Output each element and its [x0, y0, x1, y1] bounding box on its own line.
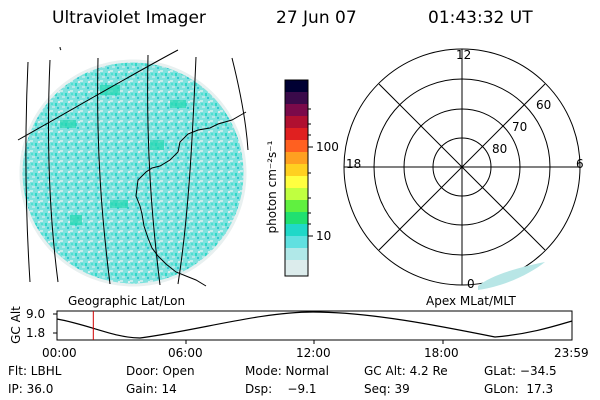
- mlt-label-18: 18: [346, 157, 362, 171]
- info-filter: Flt: LBHL: [8, 364, 62, 378]
- mlt-label-6: 6: [576, 157, 584, 171]
- lat-label-70: 70: [512, 120, 528, 134]
- info-gain: Gain: 14: [126, 382, 177, 396]
- colorbar-tick-100: 100: [316, 140, 339, 154]
- orbit-xtick-4: 23:59: [554, 346, 589, 360]
- orbit-ytick-high: 9.0: [26, 307, 46, 321]
- orbit-xtick-2: 12:00: [296, 346, 331, 360]
- app-title: Ultraviolet Imager: [52, 8, 206, 28]
- lat-label-60: 60: [536, 98, 552, 112]
- polar-panel-label: Apex MLat/MLT: [426, 294, 516, 308]
- orbit-xtick-1: 06:00: [168, 346, 203, 360]
- info-glat: GLat: −34.5: [484, 364, 557, 378]
- geographic-image: [19, 59, 247, 287]
- colorbar-tick-10: 10: [316, 229, 332, 243]
- orbit-ytick-low: 1.8: [26, 326, 46, 340]
- info-mode: Mode: Normal: [245, 364, 329, 378]
- coastline: [135, 111, 247, 287]
- info-ip: IP: 36.0: [8, 382, 54, 396]
- geo-panel-label: Geographic Lat/Lon: [68, 294, 186, 308]
- altitude-curve: [56, 311, 573, 339]
- colorbar-unit-label: photon cm⁻²s⁻¹: [265, 140, 279, 234]
- geo-grid: [17, 46, 249, 286]
- orbit-xtick-3: 18:00: [424, 346, 459, 360]
- mlt-label-12: 12: [456, 48, 472, 62]
- info-gc-alt: GC Alt: 4.2 Re: [364, 364, 448, 378]
- orbit-plot: [53, 310, 573, 344]
- polar-plot: [343, 48, 581, 286]
- lat-label-80: 80: [492, 142, 508, 156]
- header-time: 01:43:32 UT: [428, 8, 533, 28]
- info-dsp: Dsp: −9.1: [245, 382, 317, 396]
- info-door: Door: Open: [126, 364, 195, 378]
- orbit-ylabel: GC Alt: [9, 306, 23, 344]
- info-glon: GLon: 17.3: [484, 382, 554, 396]
- colorbar: [284, 79, 313, 277]
- header-date: 27 Jun 07: [276, 8, 357, 28]
- mlt-label-0: 0: [467, 277, 475, 291]
- info-seq: Seq: 39: [364, 382, 410, 396]
- auroral-patch: [478, 262, 545, 290]
- orbit-xtick-0: 00:00: [42, 346, 77, 360]
